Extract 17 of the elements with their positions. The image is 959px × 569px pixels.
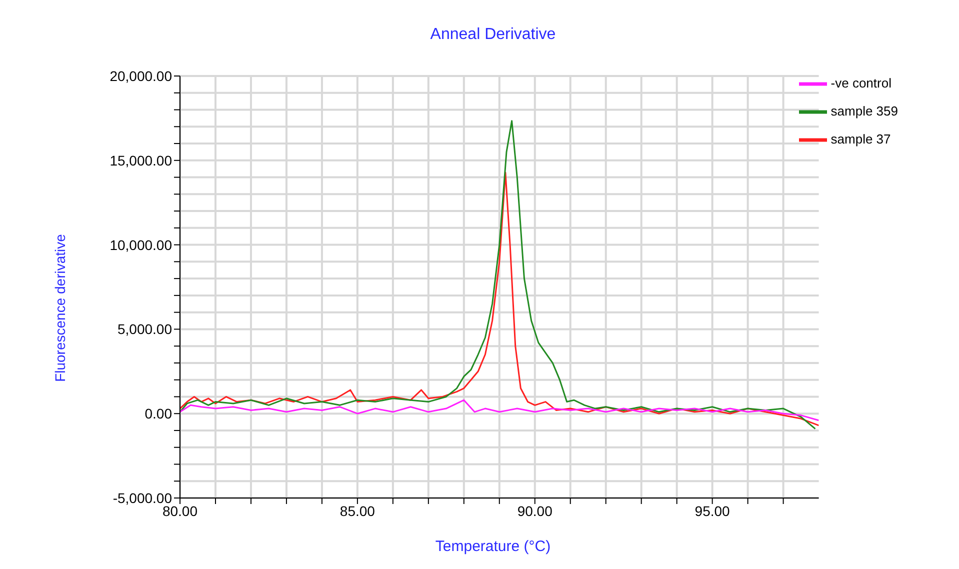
line-series	[180, 399, 819, 422]
legend-label: sample 359	[830, 103, 898, 118]
y-tick-label: 20,000.00	[110, 68, 172, 84]
x-tick-label: 85.00	[340, 502, 376, 519]
y-tick-label: 10,000.00	[110, 236, 172, 253]
legend-label: sample 37	[830, 131, 891, 146]
y-tick-label: 0.00	[144, 406, 172, 422]
x-tick-label: 90.00	[517, 502, 553, 519]
line-series	[180, 120, 816, 430]
chart-title: Anneal Derivative	[429, 26, 557, 44]
line-series	[180, 172, 819, 426]
y-tick-label: 15,000.00	[110, 152, 172, 168]
y-tick-label: 5,000.00	[118, 321, 172, 338]
x-axis-title: Temperature (°C)	[434, 538, 552, 555]
x-tick-label: 95.00	[694, 502, 730, 519]
legend-label: -ve control	[830, 75, 892, 90]
y-axis-title: Fluorescence derivative	[52, 234, 68, 382]
